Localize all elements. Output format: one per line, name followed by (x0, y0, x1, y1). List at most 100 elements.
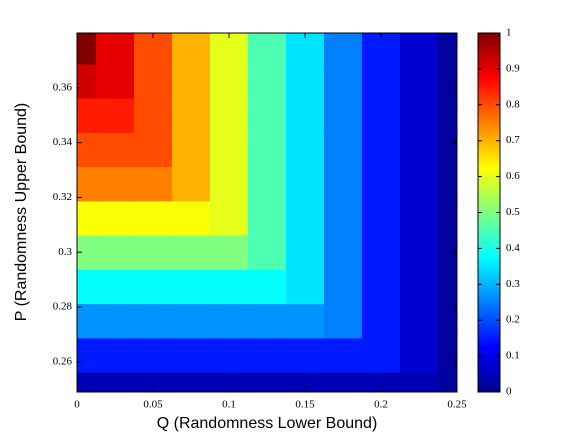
heatmap-cell (134, 132, 173, 168)
heatmap-cell (172, 33, 211, 65)
heatmap-cell (134, 303, 173, 339)
heatmap-cell (96, 372, 135, 392)
heatmap-cell (77, 63, 97, 99)
heatmap-cell (210, 269, 249, 305)
heatmap-cell (362, 235, 401, 270)
heatmap-cell (77, 303, 97, 339)
heatmap-cell (172, 235, 211, 270)
heatmap-cell (400, 132, 439, 168)
heatmap-cell (248, 303, 287, 339)
heatmap-cell (362, 33, 401, 65)
heatmap-cell (438, 33, 457, 65)
x-axis-label: Q (Randomness Lower Bound) (157, 415, 378, 432)
x-tick-label: 0.2 (374, 399, 388, 411)
heatmap (77, 33, 457, 392)
heatmap-cell (96, 33, 135, 65)
heatmap-cell (438, 337, 457, 373)
heatmap-cell (400, 372, 439, 392)
x-tick-label: 0.1 (222, 399, 236, 411)
heatmap-cell (324, 98, 363, 133)
heatmap-cell (134, 269, 173, 305)
heatmap-cell (172, 337, 211, 373)
x-tick-label: 0.15 (295, 399, 315, 411)
heatmap-cell (324, 235, 363, 270)
heatmap-cell (400, 337, 439, 373)
colorbar-tick-label: 0 (506, 386, 512, 398)
heatmap-cell (324, 33, 363, 65)
heatmap-cell (134, 200, 173, 236)
heatmap-cell (96, 63, 135, 99)
heatmap-cell (210, 166, 249, 202)
heatmap-cell (400, 303, 439, 339)
heatmap-cell (324, 166, 363, 202)
heatmap-cell (248, 63, 287, 99)
heatmap-cell (438, 132, 457, 168)
heatmap-cell (400, 33, 439, 65)
heatmap-cell (400, 98, 439, 133)
heatmap-cell (96, 235, 135, 270)
heatmap-cell (77, 269, 97, 305)
heatmap-cell (248, 166, 287, 202)
heatmap-cell (96, 200, 135, 236)
heatmap-cell (362, 200, 401, 236)
heatmap-cell (324, 269, 363, 305)
x-tick-label: 0.05 (143, 399, 163, 411)
heatmap-cell (210, 235, 249, 270)
heatmap-cell (172, 132, 211, 168)
heatmap-cell (400, 63, 439, 99)
heatmap-cell (172, 372, 211, 392)
heatmap-cell (210, 200, 249, 236)
heatmap-cell (286, 372, 325, 392)
heatmap-cell (248, 372, 287, 392)
heatmap-cell (286, 269, 325, 305)
heatmap-cell (96, 269, 135, 305)
x-tick-label: 0.25 (447, 399, 467, 411)
heatmap-cell (134, 166, 173, 202)
heatmap-cell (134, 33, 173, 65)
heatmap-cell (248, 235, 287, 270)
y-tick-label: 0.36 (53, 81, 73, 93)
heatmap-cell (438, 166, 457, 202)
y-tick-label: 0.26 (53, 355, 73, 367)
heatmap-cell (248, 200, 287, 236)
heatmap-cell (324, 337, 363, 373)
x-tick-label: 0 (74, 399, 80, 411)
heatmap-cell (172, 303, 211, 339)
heatmap-cell (400, 166, 439, 202)
heatmap-cell (210, 132, 249, 168)
heatmap-cell (134, 63, 173, 99)
heatmap-cell (210, 33, 249, 65)
heatmap-cell (96, 98, 135, 133)
heatmap-cell (210, 98, 249, 133)
heatmap-cell (248, 269, 287, 305)
plot-frame (76, 32, 458, 393)
heatmap-cell (324, 303, 363, 339)
heatmap-cell (210, 63, 249, 99)
y-tick-label: 0.28 (53, 301, 73, 313)
heatmap-cell (362, 63, 401, 99)
y-tick-label: 0.34 (53, 136, 73, 148)
heatmap-cell (362, 372, 401, 392)
heatmap-cell (286, 33, 325, 65)
heatmap-cell (77, 372, 97, 392)
heatmap-cell (400, 269, 439, 305)
heatmap-cell (438, 372, 457, 392)
heatmap-cell (210, 303, 249, 339)
heatmap-cell (324, 372, 363, 392)
heatmap-cell (77, 33, 97, 65)
heatmap-cell (438, 63, 457, 99)
heatmap-cell (134, 337, 173, 373)
heatmap-cell (77, 166, 97, 202)
heatmap-cell (362, 337, 401, 373)
colorbar-tick-label: 0.9 (506, 62, 520, 74)
heatmap-cell (324, 132, 363, 168)
colorbar-tick-label: 0.5 (506, 206, 520, 218)
heatmap-cell (438, 235, 457, 270)
heatmap-cell (286, 63, 325, 99)
heatmap-cell (134, 98, 173, 133)
colorbar-tick-label: 0.8 (506, 98, 520, 110)
heatmap-cell (77, 200, 97, 236)
heatmap-cell (77, 235, 97, 270)
heatmap-cell (286, 303, 325, 339)
